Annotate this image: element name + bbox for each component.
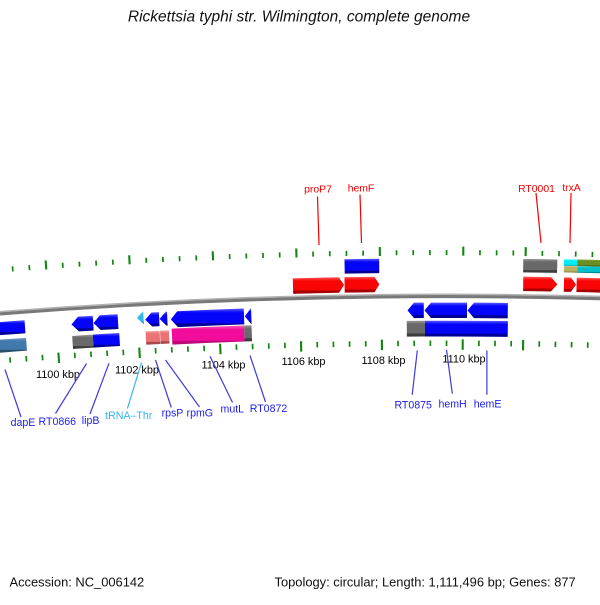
- svg-text:mutL: mutL: [221, 404, 245, 416]
- svg-text:1106 kbp: 1106 kbp: [281, 356, 325, 368]
- svg-text:lipB: lipB: [82, 415, 100, 427]
- svg-text:tRNA–Thr: tRNA–Thr: [105, 410, 153, 422]
- svg-text:Accession: NC_006142: Accession: NC_006142: [10, 574, 145, 589]
- svg-text:Rickettsia typhi str. Wilmingt: Rickettsia typhi str. Wilmington, comple…: [128, 9, 471, 26]
- svg-text:rpmG: rpmG: [187, 408, 213, 420]
- svg-text:1100 kbp: 1100 kbp: [36, 369, 80, 381]
- svg-text:RT0001: RT0001: [518, 184, 555, 195]
- svg-text:RT0875: RT0875: [394, 400, 432, 412]
- svg-text:trxA: trxA: [562, 183, 581, 194]
- svg-text:Topology: circular; Length: 1,: Topology: circular; Length: 1,111,496 bp…: [275, 574, 576, 589]
- svg-text:1108 kbp: 1108 kbp: [361, 355, 405, 367]
- svg-text:1102 kbp: 1102 kbp: [115, 364, 159, 376]
- svg-text:1104 kbp: 1104 kbp: [201, 359, 245, 371]
- svg-text:RT0866: RT0866: [39, 416, 77, 428]
- svg-text:proP7: proP7: [304, 185, 332, 196]
- svg-text:hemE: hemE: [474, 399, 502, 411]
- svg-text:hemH: hemH: [438, 399, 466, 411]
- svg-text:hemF: hemF: [348, 184, 375, 195]
- svg-text:rpsP: rpsP: [162, 407, 184, 419]
- svg-text:dapE: dapE: [11, 417, 36, 429]
- svg-text:RT0872: RT0872: [250, 403, 288, 415]
